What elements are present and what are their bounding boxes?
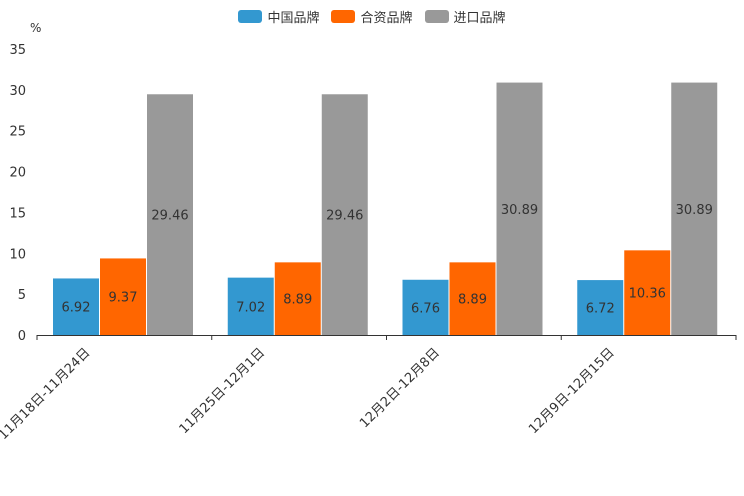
data-label: 8.89 bbox=[458, 293, 487, 308]
y-tick-label: 20 bbox=[9, 166, 26, 181]
legend-label-import-brand: 进口品牌 bbox=[453, 10, 506, 26]
data-label: 9.37 bbox=[109, 291, 138, 306]
data-label: 6.76 bbox=[411, 301, 440, 316]
y-tick-label: 35 bbox=[9, 43, 26, 58]
legend: 中国品牌 合资品牌 进口品牌 bbox=[0, 6, 744, 26]
y-tick-label: 10 bbox=[9, 247, 26, 262]
data-label: 30.89 bbox=[676, 203, 713, 218]
y-tick-label: 5 bbox=[18, 288, 26, 303]
y-tick-label: 30 bbox=[9, 84, 26, 99]
data-label: 30.89 bbox=[501, 203, 538, 218]
x-tick-label: 11月18日-11月24日 bbox=[0, 345, 93, 442]
y-tick-label: 0 bbox=[18, 329, 26, 344]
y-axis-unit: % bbox=[30, 21, 42, 35]
bar bbox=[274, 262, 321, 335]
bar bbox=[321, 94, 368, 335]
bar bbox=[577, 280, 624, 335]
data-label: 29.46 bbox=[151, 209, 188, 224]
legend-swatch-joint-venture-brand bbox=[331, 9, 356, 23]
legend-item-joint-venture-brand[interactable]: 合资品牌 bbox=[331, 6, 413, 26]
legend-label-china-brand: 中国品牌 bbox=[267, 10, 320, 26]
bar bbox=[402, 279, 449, 335]
data-label: 7.02 bbox=[236, 300, 265, 315]
y-tick-label: 15 bbox=[9, 206, 26, 221]
legend-item-import-brand[interactable]: 进口品牌 bbox=[424, 6, 506, 26]
bar bbox=[449, 262, 496, 335]
bar bbox=[671, 82, 718, 336]
data-label: 10.36 bbox=[629, 287, 666, 302]
legend-label-joint-venture-brand: 合资品牌 bbox=[360, 10, 413, 26]
data-label: 8.89 bbox=[283, 293, 312, 308]
bar bbox=[227, 277, 274, 335]
bar bbox=[496, 82, 543, 336]
bar bbox=[100, 258, 146, 335]
bar bbox=[53, 278, 99, 335]
y-tick-label: 25 bbox=[9, 125, 26, 140]
bar bbox=[147, 94, 193, 335]
bar bbox=[624, 250, 671, 335]
data-label: 6.72 bbox=[586, 302, 615, 317]
x-tick-label: 12月2日-12月8日 bbox=[357, 345, 443, 431]
x-tick-label: 11月25日-12月1日 bbox=[177, 345, 269, 437]
data-label: 6.92 bbox=[62, 301, 91, 316]
legend-item-china-brand[interactable]: 中国品牌 bbox=[238, 6, 319, 26]
legend-swatch-china-brand bbox=[238, 9, 263, 23]
data-label: 29.46 bbox=[326, 209, 363, 224]
x-tick-label: 12月9日-12月15日 bbox=[526, 345, 618, 437]
legend-swatch-import-brand bbox=[424, 9, 449, 23]
